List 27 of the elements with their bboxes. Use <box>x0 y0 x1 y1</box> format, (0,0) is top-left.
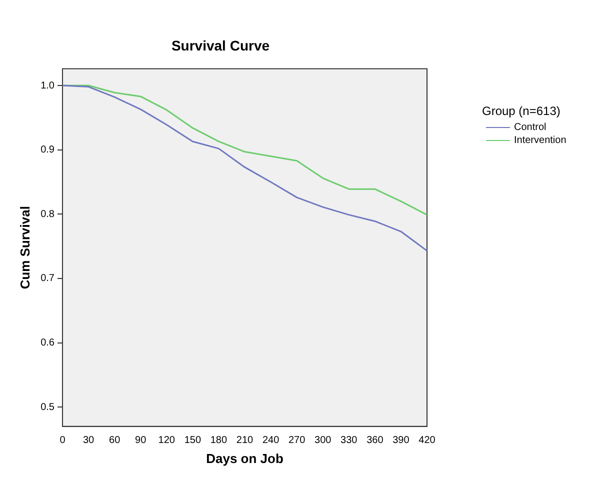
legend-label: Control <box>514 122 546 133</box>
y-tick-label: 0.5 <box>40 402 55 413</box>
chart-title: Survival Curve <box>171 37 270 54</box>
x-tick-label: 270 <box>288 435 306 446</box>
x-tick-label: 60 <box>109 435 121 446</box>
x-tick-label: 390 <box>392 435 410 446</box>
x-tick-label: 90 <box>135 435 147 446</box>
x-tick-label: 210 <box>236 435 254 446</box>
x-tick-label: 360 <box>366 435 384 446</box>
x-tick-label: 420 <box>418 435 436 446</box>
y-tick-label: 0.8 <box>40 208 55 220</box>
x-axis-title: Days on Job <box>206 450 284 466</box>
x-tick-label: 240 <box>262 435 280 446</box>
x-tick-label: 0 <box>60 435 66 446</box>
x-tick-label: 120 <box>158 435 176 446</box>
y-axis-title: Cum Survival <box>17 206 32 290</box>
y-tick-label: 0.7 <box>40 273 55 284</box>
legend-title: Group (n=613) <box>482 104 562 118</box>
legend-label: Intervention <box>514 135 566 146</box>
y-tick-label: 0.6 <box>40 338 55 349</box>
x-tick-label: 30 <box>82 435 95 446</box>
y-tick-label: 1.0 <box>40 80 55 92</box>
y-tick-label: 0.9 <box>40 144 55 156</box>
x-tick-label: 330 <box>340 435 358 446</box>
x-tick-label: 180 <box>210 435 228 446</box>
x-tick-label: 300 <box>314 435 332 446</box>
x-tick-label: 150 <box>184 435 202 446</box>
